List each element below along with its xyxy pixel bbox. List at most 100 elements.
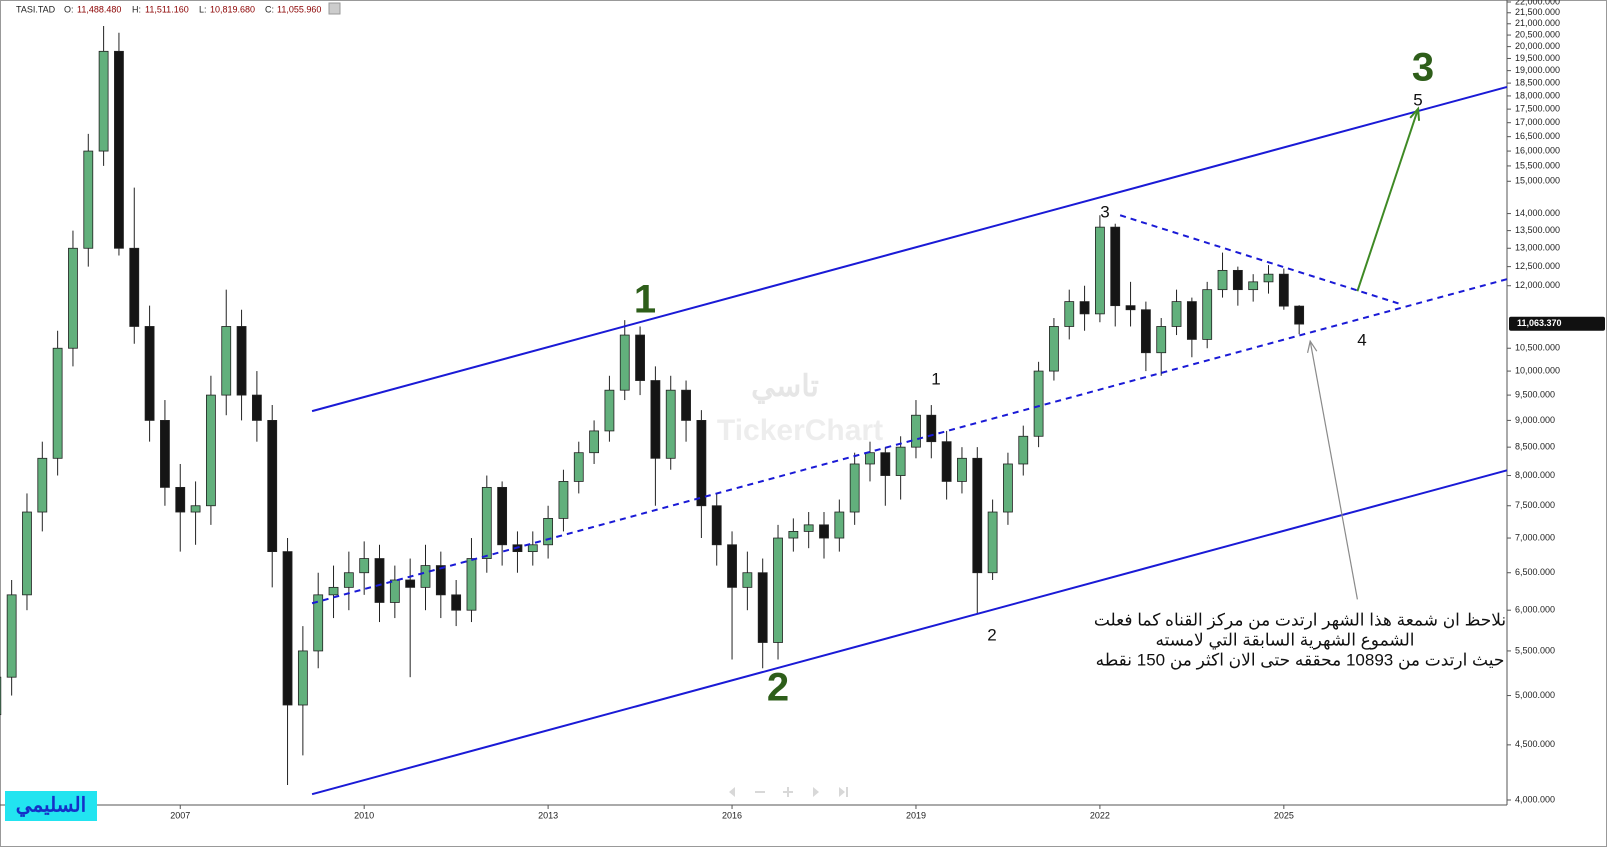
candle-body: [1033, 370, 1044, 437]
ohlc-label: O:: [64, 4, 74, 14]
ohlc-label: L:: [199, 4, 207, 14]
candle-body: [1095, 226, 1105, 315]
note-line: نلاحظ ان شمعة هذا الشهر ارتدت من مركز ال…: [1094, 610, 1506, 630]
candle-body: [849, 463, 860, 513]
y-tick-label: 6,000.000: [1515, 605, 1555, 615]
y-tick-label: 21,000.000: [1515, 18, 1560, 28]
y-tick-label: 15,500.000: [1515, 160, 1560, 170]
candle-body: [6, 594, 17, 678]
ohlc-label: H:: [132, 4, 141, 14]
candle-body: [343, 572, 354, 588]
plot-area: [0, 26, 1305, 786]
candle-body: [742, 572, 753, 588]
y-tick-label: 21,500.000: [1515, 7, 1560, 17]
ohlc-value: 11,511.160: [145, 4, 189, 14]
candle-body: [543, 517, 554, 546]
candle-body: [558, 481, 569, 519]
last-price-label: 11,063.370: [1517, 318, 1562, 328]
x-tick-label: 2019: [906, 810, 926, 820]
candle-body: [803, 524, 814, 532]
ohlc-label: C:: [265, 4, 274, 14]
candle-body: [466, 558, 477, 611]
candle-body: [435, 565, 446, 596]
candle-body: [1110, 226, 1121, 307]
x-tick-label: 2007: [170, 810, 190, 820]
symbol: TASI.TAD: [16, 4, 56, 14]
candle-body: [144, 326, 155, 421]
candle-body: [481, 486, 492, 559]
candle-body: [1079, 301, 1090, 315]
candle-body: [451, 594, 462, 611]
y-tick-label: 5,000.000: [1515, 690, 1555, 700]
candle-body: [0, 676, 2, 716]
candle-body: [83, 150, 94, 249]
nav-zoom-in[interactable]: [783, 787, 793, 797]
nav-end[interactable]: [839, 787, 848, 797]
trendline: [311, 278, 1508, 605]
ohlc-value: 10,819.680: [210, 4, 255, 14]
candle-body: [727, 544, 737, 588]
candle-body: [1202, 289, 1213, 340]
candle-body: [681, 389, 691, 421]
y-tick-label: 6,500.000: [1515, 567, 1555, 577]
y-tick-label: 17,500.000: [1515, 103, 1560, 113]
candle-body: [987, 511, 998, 574]
candle-body: [1217, 269, 1228, 291]
candle-body: [589, 430, 599, 454]
arrow-line: [1356, 108, 1420, 292]
candle-body: [328, 586, 339, 596]
candle-body: [374, 558, 385, 603]
wave-label: 3: [1100, 202, 1109, 221]
nav-zoom-out[interactable]: [755, 791, 765, 793]
candle-body: [68, 247, 78, 349]
y-tick-label: 13,000.000: [1515, 243, 1560, 253]
y-tick-label: 4,000.000: [1515, 794, 1555, 804]
y-tick-label: 8,000.000: [1515, 470, 1555, 480]
wave-label: 2: [987, 625, 996, 644]
ohlc-value: 11,055.960: [277, 4, 321, 14]
y-tick-label: 16,000.000: [1515, 145, 1560, 155]
note-line: الشموع الشهرية السابقة التي لامسته: [1156, 630, 1415, 650]
x-tick-label: 2022: [1090, 810, 1110, 820]
x-tick-label: 2010: [354, 810, 374, 820]
candle-body: [527, 544, 538, 553]
candle-body: [880, 452, 891, 476]
candle-body: [1064, 301, 1075, 327]
x-tick-label: 2016: [722, 810, 742, 820]
candle-body: [1263, 273, 1274, 283]
candle-body: [497, 486, 508, 546]
y-tick-label: 16,500.000: [1515, 131, 1560, 141]
y-tick-label: 9,000.000: [1515, 415, 1555, 425]
badge-text: السليمي: [16, 794, 86, 817]
y-tick-label: 18,500.000: [1515, 77, 1560, 87]
wave-label: 5: [1413, 90, 1422, 109]
candle-body: [1232, 269, 1243, 291]
candle-body: [941, 441, 952, 482]
candle-body: [52, 347, 63, 459]
candle-body: [573, 452, 584, 482]
nav-right[interactable]: [813, 787, 819, 797]
last-price-box: [1509, 316, 1605, 331]
candle-body: [313, 594, 324, 652]
candle-body: [114, 50, 124, 249]
candle-body: [926, 414, 937, 443]
candle-body: [267, 420, 278, 553]
candle-body: [405, 579, 416, 588]
y-tick-label: 7,500.000: [1515, 500, 1555, 510]
y-tick-label: 4,500.000: [1515, 739, 1555, 749]
candle-body: [1186, 301, 1197, 340]
nav-left[interactable]: [729, 787, 735, 797]
settings-icon[interactable]: [328, 2, 341, 15]
wave-label: 1: [931, 369, 940, 388]
candle-body: [604, 389, 615, 432]
candle-body: [1049, 326, 1059, 372]
candle-body: [1125, 305, 1136, 311]
candle-body: [175, 486, 186, 513]
candle-body: [297, 650, 308, 706]
y-tick-label: 12,500.000: [1515, 261, 1560, 271]
candle-body: [972, 457, 983, 574]
candle-body: [221, 326, 232, 396]
candle-body: [22, 511, 32, 596]
candle-body: [757, 572, 768, 643]
